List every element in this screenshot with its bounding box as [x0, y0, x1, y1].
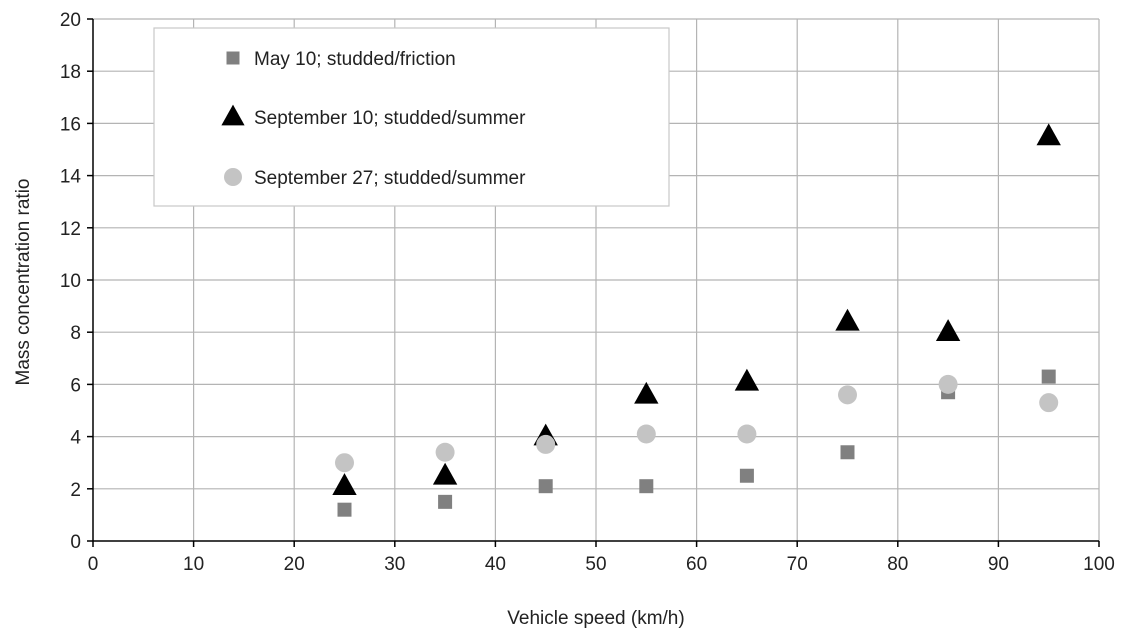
legend-label: September 27; studded/summer: [254, 168, 526, 189]
data-point: [737, 424, 757, 444]
x-tick-label: 60: [686, 554, 707, 575]
data-point: [1041, 369, 1056, 384]
y-tick-label: 16: [60, 114, 81, 135]
data-points: [332, 123, 1061, 517]
data-point: [636, 424, 656, 444]
legend-marker: [224, 168, 242, 186]
y-tick-label: 0: [70, 532, 81, 553]
x-tick-label: 50: [585, 554, 606, 575]
data-point: [332, 473, 357, 496]
x-tick-label: 70: [787, 554, 808, 575]
y-tick-label: 4: [70, 428, 81, 449]
data-point: [739, 468, 754, 483]
y-tick-label: 14: [60, 167, 82, 188]
legend-marker: [226, 51, 240, 65]
data-point: [1039, 393, 1059, 413]
y-tick-label: 10: [60, 271, 81, 292]
data-point: [639, 479, 654, 494]
legend: May 10; studded/friction September 10; st…: [153, 27, 670, 207]
data-point: [938, 374, 958, 394]
y-tick-label: 12: [60, 219, 81, 240]
x-tick-label: 10: [183, 554, 204, 575]
legend-label: May 10; studded/friction: [254, 49, 456, 70]
data-point: [734, 368, 760, 391]
legend-marker: [221, 104, 245, 126]
data-point: [838, 385, 857, 405]
y-tick-label: 2: [70, 480, 81, 501]
y-axis-label: Mass concentration ratio: [13, 179, 34, 386]
data-point: [935, 319, 961, 342]
y-tick-label: 18: [60, 62, 81, 83]
data-point: [432, 462, 458, 485]
x-tick-label: 90: [988, 554, 1009, 575]
y-tick-label: 6: [70, 375, 81, 396]
data-point: [536, 434, 556, 454]
y-tick-label: 8: [70, 323, 81, 344]
series-group: [335, 374, 1059, 473]
data-point: [435, 442, 455, 462]
data-point: [335, 453, 354, 473]
legend-label: September 10; studded/summer: [254, 108, 526, 129]
data-point: [840, 445, 855, 460]
y-tick-labels: 0 2 4 6 8 10 12 14 16 18 20: [60, 10, 82, 553]
x-tick-label: 100: [1083, 554, 1115, 575]
data-point: [634, 381, 659, 404]
y-tick-label: 20: [60, 10, 81, 31]
x-tick-labels: 0 10 20 30 40 50 60 70 80 90 100: [88, 554, 1115, 575]
data-point: [538, 479, 553, 494]
data-point: [835, 308, 860, 331]
x-tick-label: 20: [284, 554, 305, 575]
data-point: [1036, 123, 1061, 146]
data-point: [337, 502, 352, 517]
x-axis-label: Vehicle speed (km/h): [507, 608, 684, 629]
data-point: [438, 494, 453, 509]
x-tick-label: 30: [384, 554, 405, 575]
axes: [87, 18, 1100, 547]
x-tick-label: 80: [887, 554, 908, 575]
x-tick-label: 0: [88, 554, 99, 575]
x-tick-label: 40: [485, 554, 506, 575]
